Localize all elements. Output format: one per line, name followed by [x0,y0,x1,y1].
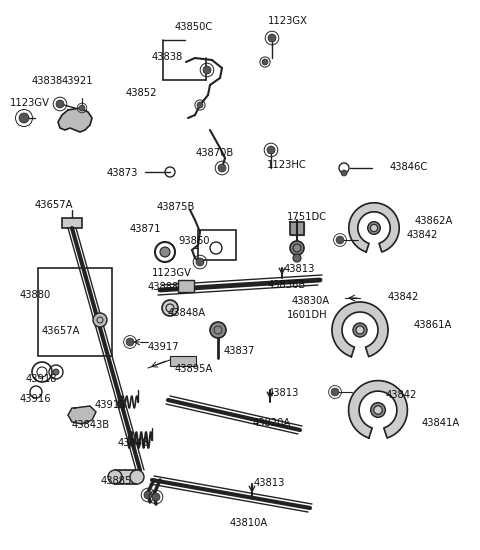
Circle shape [293,254,301,262]
Text: 43916: 43916 [20,394,52,404]
Circle shape [93,313,107,327]
Bar [62,218,82,228]
Circle shape [79,105,85,111]
Circle shape [368,222,380,234]
Text: 43843B: 43843B [72,420,110,430]
Circle shape [130,470,144,484]
Text: 43657A: 43657A [42,326,81,336]
Text: 43837: 43837 [224,346,255,356]
Circle shape [108,470,122,484]
Text: 43838: 43838 [32,76,63,86]
Text: 1751DC: 1751DC [287,212,327,222]
Polygon shape [349,203,399,252]
Bar [115,470,137,484]
Text: 43842: 43842 [386,390,418,400]
Text: 43846C: 43846C [390,162,428,172]
Circle shape [374,406,382,414]
Circle shape [371,224,378,232]
Text: 43895A: 43895A [175,364,214,374]
Bar [198,230,236,260]
Bar [178,280,194,292]
Circle shape [336,236,344,244]
Text: 43836B: 43836B [268,280,306,290]
Text: 43888: 43888 [148,282,179,292]
Text: 43917: 43917 [148,342,180,352]
Text: 43813: 43813 [254,478,286,488]
Circle shape [341,170,347,176]
Text: 43813: 43813 [284,264,315,274]
Bar [38,268,112,356]
Text: 43848: 43848 [118,438,149,448]
Text: 43842: 43842 [388,292,420,302]
Polygon shape [58,108,92,132]
Polygon shape [332,302,388,356]
Circle shape [197,102,203,108]
Circle shape [162,300,178,316]
Text: 43913: 43913 [95,400,127,410]
Circle shape [267,146,275,154]
Text: 43861A: 43861A [414,320,452,330]
Text: 43873: 43873 [107,168,138,178]
Text: 43875B: 43875B [157,202,195,212]
Text: 43852: 43852 [126,88,157,98]
Text: 43842: 43842 [407,230,438,240]
Text: 43841A: 43841A [422,418,460,428]
Text: 93860: 93860 [178,236,209,246]
Text: 43862A: 43862A [415,216,454,226]
Circle shape [356,326,364,334]
Text: 43813: 43813 [268,388,300,398]
Circle shape [262,59,268,65]
Text: 43871: 43871 [130,224,161,234]
Text: 43820A: 43820A [253,418,291,428]
Polygon shape [348,381,408,438]
Text: 43838: 43838 [152,52,183,62]
Text: 43880: 43880 [20,290,51,300]
Text: 1601DH: 1601DH [287,310,328,320]
Text: 1123GV: 1123GV [10,98,50,108]
Circle shape [53,369,59,375]
Circle shape [268,34,276,42]
Circle shape [196,258,204,266]
Text: 1123GX: 1123GX [268,16,308,26]
Polygon shape [290,222,304,235]
Circle shape [218,164,226,172]
Bar [170,356,196,366]
Polygon shape [68,406,96,424]
Circle shape [144,491,152,499]
Text: 1123GV: 1123GV [152,268,192,278]
Circle shape [19,113,29,123]
Circle shape [290,241,304,255]
Circle shape [152,493,160,501]
Circle shape [160,247,170,257]
Text: 43885: 43885 [101,476,132,486]
Text: 43657A: 43657A [35,200,73,210]
Text: 43921: 43921 [62,76,94,86]
Text: 43918: 43918 [26,374,58,384]
Circle shape [56,100,64,108]
Text: 43810A: 43810A [230,518,268,528]
Text: 43870B: 43870B [196,148,234,158]
Circle shape [126,338,134,346]
Circle shape [353,323,367,337]
Text: 43830A: 43830A [292,296,330,306]
Text: 43850C: 43850C [175,22,213,32]
Text: 1123HC: 1123HC [267,160,307,170]
Circle shape [331,388,339,396]
Circle shape [203,66,211,74]
Text: 43848A: 43848A [168,308,206,318]
Circle shape [371,403,385,417]
Circle shape [210,322,226,338]
